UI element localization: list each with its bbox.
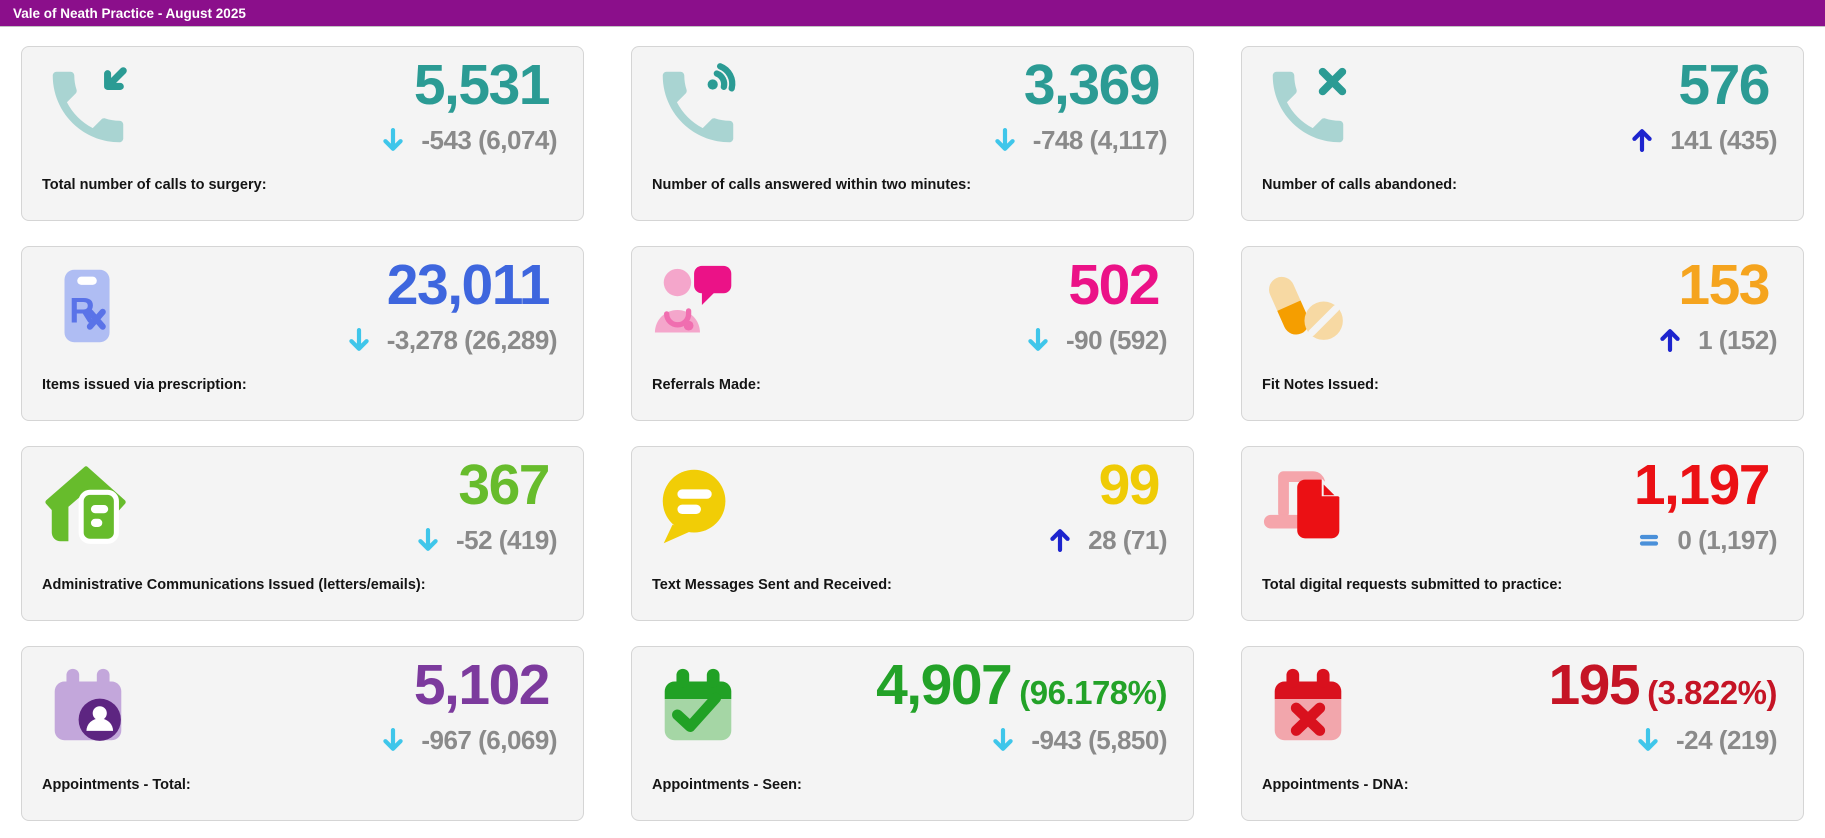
calendar-x-icon: [1261, 660, 1355, 754]
stat-delta: -543 (6,074): [421, 124, 557, 155]
stat-delta: 1 (152): [1698, 324, 1777, 355]
trend-up-icon: [1628, 126, 1656, 154]
stat-value: 23,011: [386, 253, 551, 317]
stat-card-appointments-total: 5,102 -967 (6,069) Appointments - Total:: [21, 646, 584, 821]
stat-card-prescription-items: R 23,011 -3,278 (26,289) Items issued vi…: [21, 246, 584, 421]
calendar-person-icon: [41, 660, 135, 754]
stat-label: Number of calls abandoned:: [1262, 177, 1457, 193]
stat-delta: 141 (435): [1670, 124, 1777, 155]
stat-delta: -52 (419): [456, 524, 558, 555]
stat-label: Total number of calls to surgery:: [42, 177, 267, 193]
stat-value: 195: [1548, 653, 1640, 717]
trend-down-icon: [991, 126, 1019, 154]
stat-delta: -967 (6,069): [421, 724, 557, 755]
phone-ringing-icon: [651, 60, 745, 154]
trend-down-icon: [1024, 326, 1052, 354]
doctor-referral-icon: [651, 260, 745, 354]
stat-value: 4,907: [876, 653, 1013, 717]
stat-value: 5,102: [413, 653, 551, 717]
stat-value-block: 576 141 (435): [1628, 53, 1777, 156]
pills-icon: [1261, 260, 1355, 354]
stat-label: Administrative Communications Issued (le…: [42, 577, 426, 593]
stat-card-digital-requests: 1,197 0 (1,197) Total digital requests s…: [1241, 446, 1804, 621]
stat-delta: -24 (219): [1676, 724, 1778, 755]
stat-value: 576: [1678, 53, 1770, 117]
stat-label: Appointments - DNA:: [1262, 777, 1409, 793]
phone-missed-icon: [1261, 60, 1355, 154]
stat-value-block: 153 1 (152): [1656, 253, 1777, 356]
stat-value-block: 195 (3.822%) -24 (219): [1548, 653, 1778, 756]
stat-value-suffix: (3.822%): [1647, 674, 1777, 711]
stat-delta: -943 (5,850): [1031, 724, 1167, 755]
stat-delta: -90 (592): [1066, 324, 1168, 355]
trend-down-icon: [379, 726, 407, 754]
stat-value: 5,531: [413, 53, 551, 117]
stat-label: Fit Notes Issued:: [1262, 377, 1379, 393]
stat-label: Items issued via prescription:: [42, 377, 247, 393]
trend-equal-icon: [1635, 526, 1663, 554]
stat-label: Total digital requests submitted to prac…: [1262, 577, 1563, 593]
stat-value-block: 23,011 -3,278 (26,289): [345, 253, 558, 356]
stat-card-calls-abandoned: 576 141 (435) Number of calls abandoned:: [1241, 46, 1804, 221]
stat-card-calls-total: 5,531 -543 (6,074) Total number of calls…: [21, 46, 584, 221]
stat-card-calls-answered: 3,369 -748 (4,117) Number of calls answe…: [631, 46, 1194, 221]
page-title: Vale of Neath Practice - August 2025: [13, 5, 246, 21]
stat-card-appointments-seen: 4,907 (96.178%) -943 (5,850) Appointments…: [631, 646, 1194, 821]
stat-delta: 28 (71): [1088, 524, 1167, 555]
stat-label: Referrals Made:: [652, 377, 761, 393]
stat-value-block: 1,197 0 (1,197): [1633, 453, 1778, 556]
trend-down-icon: [345, 326, 373, 354]
stat-value-block: 3,369 -748 (4,117): [991, 53, 1168, 156]
stat-value: 367: [458, 453, 550, 517]
stat-label: Number of calls answered within two minu…: [652, 177, 972, 193]
calendar-check-icon: [651, 660, 745, 754]
stat-value: 99: [1098, 453, 1161, 517]
stat-label: Appointments - Total:: [42, 777, 191, 793]
trend-down-icon: [989, 726, 1017, 754]
stat-value: 502: [1068, 253, 1160, 317]
app-header: Vale of Neath Practice - August 2025: [0, 0, 1825, 27]
stat-delta: 0 (1,197): [1677, 524, 1777, 555]
speech-bubble-icon: [651, 460, 745, 554]
trend-down-icon: [414, 526, 442, 554]
stat-card-text-messages: 99 28 (71) Text Messages Sent and Receiv…: [631, 446, 1194, 621]
trend-up-icon: [1656, 326, 1684, 354]
stat-card-admin-communications: 367 -52 (419) Administrative Communicati…: [21, 446, 584, 621]
stat-card-referrals-made: 502 -90 (592) Referrals Made:: [631, 246, 1194, 421]
stat-value: 153: [1678, 253, 1770, 317]
stat-value: 1,197: [1633, 453, 1771, 517]
trend-up-icon: [1046, 526, 1074, 554]
stat-value-block: 99 28 (71): [1046, 453, 1167, 556]
prescription-clipboard-icon: R: [41, 260, 135, 354]
stat-value-block: 367 -52 (419): [414, 453, 558, 556]
stat-value-suffix: (96.178%): [1019, 674, 1167, 711]
phone-incoming-icon: [41, 60, 135, 154]
stat-value-block: 502 -90 (592): [1024, 253, 1168, 356]
letters-email-icon: [41, 460, 135, 554]
stat-value: 3,369: [1023, 53, 1161, 117]
stat-label: Appointments - Seen:: [652, 777, 802, 793]
stat-value-block: 5,531 -543 (6,074): [379, 53, 557, 156]
stat-card-fit-notes: 153 1 (152) Fit Notes Issued:: [1241, 246, 1804, 421]
stat-card-grid: 5,531 -543 (6,074) Total number of calls…: [0, 27, 1825, 836]
stat-delta: -3,278 (26,289): [386, 324, 558, 355]
trend-down-icon: [1634, 726, 1662, 754]
trend-down-icon: [379, 126, 407, 154]
stat-value-block: 5,102 -967 (6,069): [379, 653, 557, 756]
stat-delta: -748 (4,117): [1032, 124, 1168, 155]
stat-label: Text Messages Sent and Received:: [652, 577, 892, 593]
laptop-document-icon: [1261, 460, 1355, 554]
stat-card-appointments-dna: 195 (3.822%) -24 (219) Appointments - DNA…: [1241, 646, 1804, 821]
stat-value-block: 4,907 (96.178%) -943 (5,850): [876, 653, 1167, 756]
